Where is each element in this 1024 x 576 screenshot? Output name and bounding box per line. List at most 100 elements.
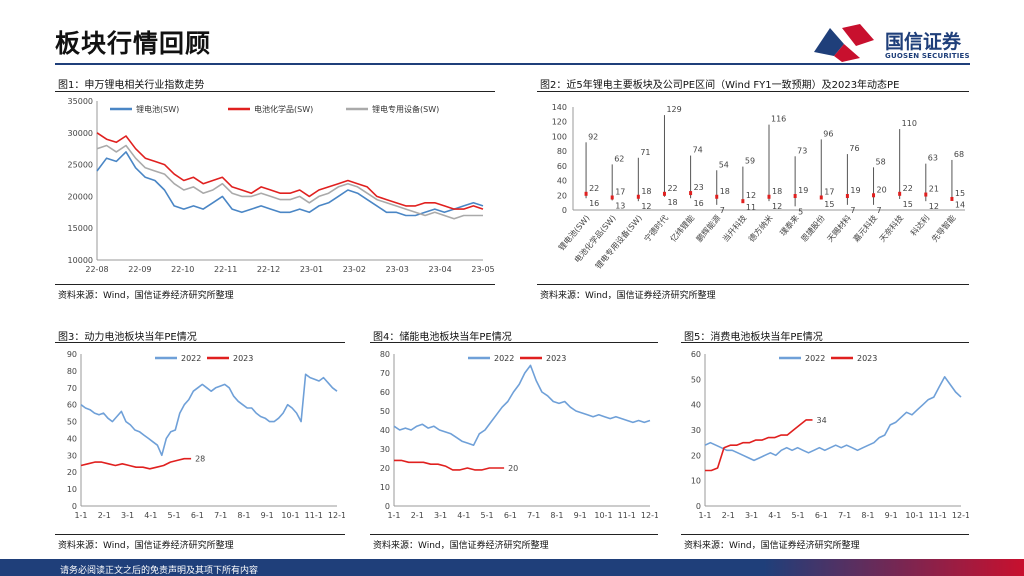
fig5-x-tick: 1-1 xyxy=(698,511,711,520)
fig2-max-label: 68 xyxy=(954,150,964,159)
fig2-min-label: 18 xyxy=(667,198,677,207)
fig1-series-line xyxy=(96,132,484,210)
page-title: 板块行情回顾 xyxy=(55,29,212,58)
fig5-y-tick: 60 xyxy=(691,350,701,359)
fig4-legend-label: 2023 xyxy=(546,354,566,363)
fig3-x-tick: 1-1 xyxy=(74,511,87,520)
fig1-x-tick: 22-09 xyxy=(128,265,151,274)
fig2-current-label: 12 xyxy=(746,191,756,200)
footer-accent xyxy=(764,559,1024,576)
fig4-y-tick: 80 xyxy=(380,350,390,359)
fig2-category-label: 恩捷股份 xyxy=(799,213,827,244)
fig2-min-label: 12 xyxy=(929,202,939,211)
fig3-rule xyxy=(55,342,345,343)
fig2-current-marker xyxy=(793,194,797,199)
fig5-y-tick: 0 xyxy=(696,502,701,511)
fig5-legend-label: 2023 xyxy=(857,354,877,363)
fig4-series-line xyxy=(393,364,651,446)
fig2-max-label: 74 xyxy=(693,146,703,155)
logo-text: 国信证券 xyxy=(885,31,962,53)
fig2-max-label: 58 xyxy=(876,157,886,166)
fig4-x-tick: 9-1 xyxy=(574,511,587,520)
fig2-category-label: 天赐材料 xyxy=(825,213,853,244)
fig2-y-tick: 140 xyxy=(552,103,567,112)
fig1-legend-label: 锂电池(SW) xyxy=(136,104,179,114)
fig4-y-tick: 40 xyxy=(380,426,390,435)
fig2-min-label: 16 xyxy=(589,199,599,208)
fig3-legend-label: 2022 xyxy=(181,354,201,363)
fig4-bottom-rule xyxy=(370,534,658,535)
fig5-chart: 0 10 20 30 40 50 60 1-1 2-1 3-1 4-1 5-1 6-1 7-1 8-1 9-1… xyxy=(691,350,969,520)
fig3-x-tick: 11-1 xyxy=(305,511,323,520)
fig4-x-tick: 3-1 xyxy=(434,511,447,520)
fig4-y-tick: 70 xyxy=(380,369,390,378)
fig1-legend-label: 电池化学品(SW) xyxy=(254,104,313,114)
fig5-x-tick: 8-1 xyxy=(861,511,874,520)
fig2-y-tick: 0 xyxy=(562,206,567,215)
fig2-max-label: 73 xyxy=(797,146,807,155)
fig2-source: 资料来源：Wind，国信证券经济研究所整理 xyxy=(540,291,716,301)
fig5-series-line xyxy=(705,419,813,472)
fig2-max-label: 62 xyxy=(614,154,624,163)
fig4-x-tick: 8-1 xyxy=(550,511,563,520)
fig4-end-label: 20 xyxy=(508,464,518,473)
fig2-min-label: 7 xyxy=(877,206,882,215)
fig2-current-marker xyxy=(610,195,614,200)
fig2-current-label: 22 xyxy=(589,184,599,193)
fig1-x-tick: 23-01 xyxy=(300,265,323,274)
fig1-x-tick: 22-12 xyxy=(257,265,280,274)
fig4-x-tick: 1-1 xyxy=(387,511,400,520)
fig2-y-tick: 100 xyxy=(552,132,567,141)
fig2-category-label: 宁德时代 xyxy=(642,213,670,244)
fig5-x-tick: 5-1 xyxy=(792,511,805,520)
fig2-min-label: 16 xyxy=(694,199,704,208)
fig2-min-label: 12 xyxy=(641,202,651,211)
fig3-y-tick: 70 xyxy=(67,384,77,393)
fig2-y-tick: 80 xyxy=(557,147,567,156)
fig4-x-tick: 6-1 xyxy=(504,511,517,520)
fig4-chart: 0 10 20 30 40 50 60 70 80 1-1 2-1 3-1 4-1 5-1 6-1 7-1 8-… xyxy=(380,350,658,520)
fig3-y-tick: 60 xyxy=(67,401,77,410)
fig2-category-label: 德方纳米 xyxy=(746,213,774,244)
fig2-current-label: 18 xyxy=(641,187,651,196)
fig4-y-tick: 0 xyxy=(385,502,390,511)
fig2-min-label: 7 xyxy=(850,206,855,215)
fig1-chart: 10000 15000 20000 25000 30000 35000 22-08 22-09… xyxy=(68,97,495,274)
fig1-x-tick: 22-10 xyxy=(171,265,194,274)
fig4-x-tick: 4-1 xyxy=(457,511,470,520)
fig1-x-tick: 23-03 xyxy=(386,265,409,274)
fig2-max-label: 129 xyxy=(666,105,681,114)
fig1-x-tick: 23-04 xyxy=(428,265,451,274)
fig5-source: 资料来源：Wind，国信证券经济研究所整理 xyxy=(684,541,860,551)
fig3-x-tick: 10-1 xyxy=(281,511,299,520)
fig2-bottom-rule xyxy=(537,284,969,285)
fig2-category-label: 天奈科技 xyxy=(877,213,905,244)
fig2-current-label: 15 xyxy=(955,189,965,198)
fig3-series-line xyxy=(80,457,192,470)
fig2-current-marker xyxy=(715,194,719,199)
fig3-y-tick: 30 xyxy=(67,451,77,460)
fig3-x-tick: 8-1 xyxy=(237,511,250,520)
fig5-y-tick: 10 xyxy=(691,477,701,486)
fig1-legend-label: 锂电专用设备(SW) xyxy=(372,104,439,114)
fig2-current-label: 18 xyxy=(720,187,730,196)
fig4-series-line xyxy=(394,459,505,471)
fig2-max-label: 71 xyxy=(640,148,650,157)
fig3-x-tick: 9-1 xyxy=(261,511,274,520)
fig5-x-tick: 6-1 xyxy=(815,511,828,520)
fig5-y-tick: 50 xyxy=(691,375,701,384)
logo-subtext: GUOSEN SECURITIES xyxy=(885,52,970,60)
fig5-y-tick: 30 xyxy=(691,426,701,435)
fig2-category-label: 亿纬锂能 xyxy=(668,213,696,244)
fig2-max-label: 116 xyxy=(771,115,786,124)
fig2-max-label: 96 xyxy=(823,129,833,138)
fig2-max-label: 59 xyxy=(745,157,755,166)
fig2-current-label: 22 xyxy=(903,184,913,193)
fig3-x-tick: 6-1 xyxy=(191,511,204,520)
fig2-current-label: 22 xyxy=(667,184,677,193)
fig3-bottom-rule xyxy=(55,534,345,535)
fig4-y-tick: 20 xyxy=(380,464,390,473)
fig5-x-tick: 7-1 xyxy=(838,511,851,520)
fig2-category-label: 锂电专用设备(SW) xyxy=(593,213,644,271)
fig2-title: 图2：近5年锂电主要板块及公司PE区间（Wind FY1一致预期）及2023年动… xyxy=(540,80,900,91)
